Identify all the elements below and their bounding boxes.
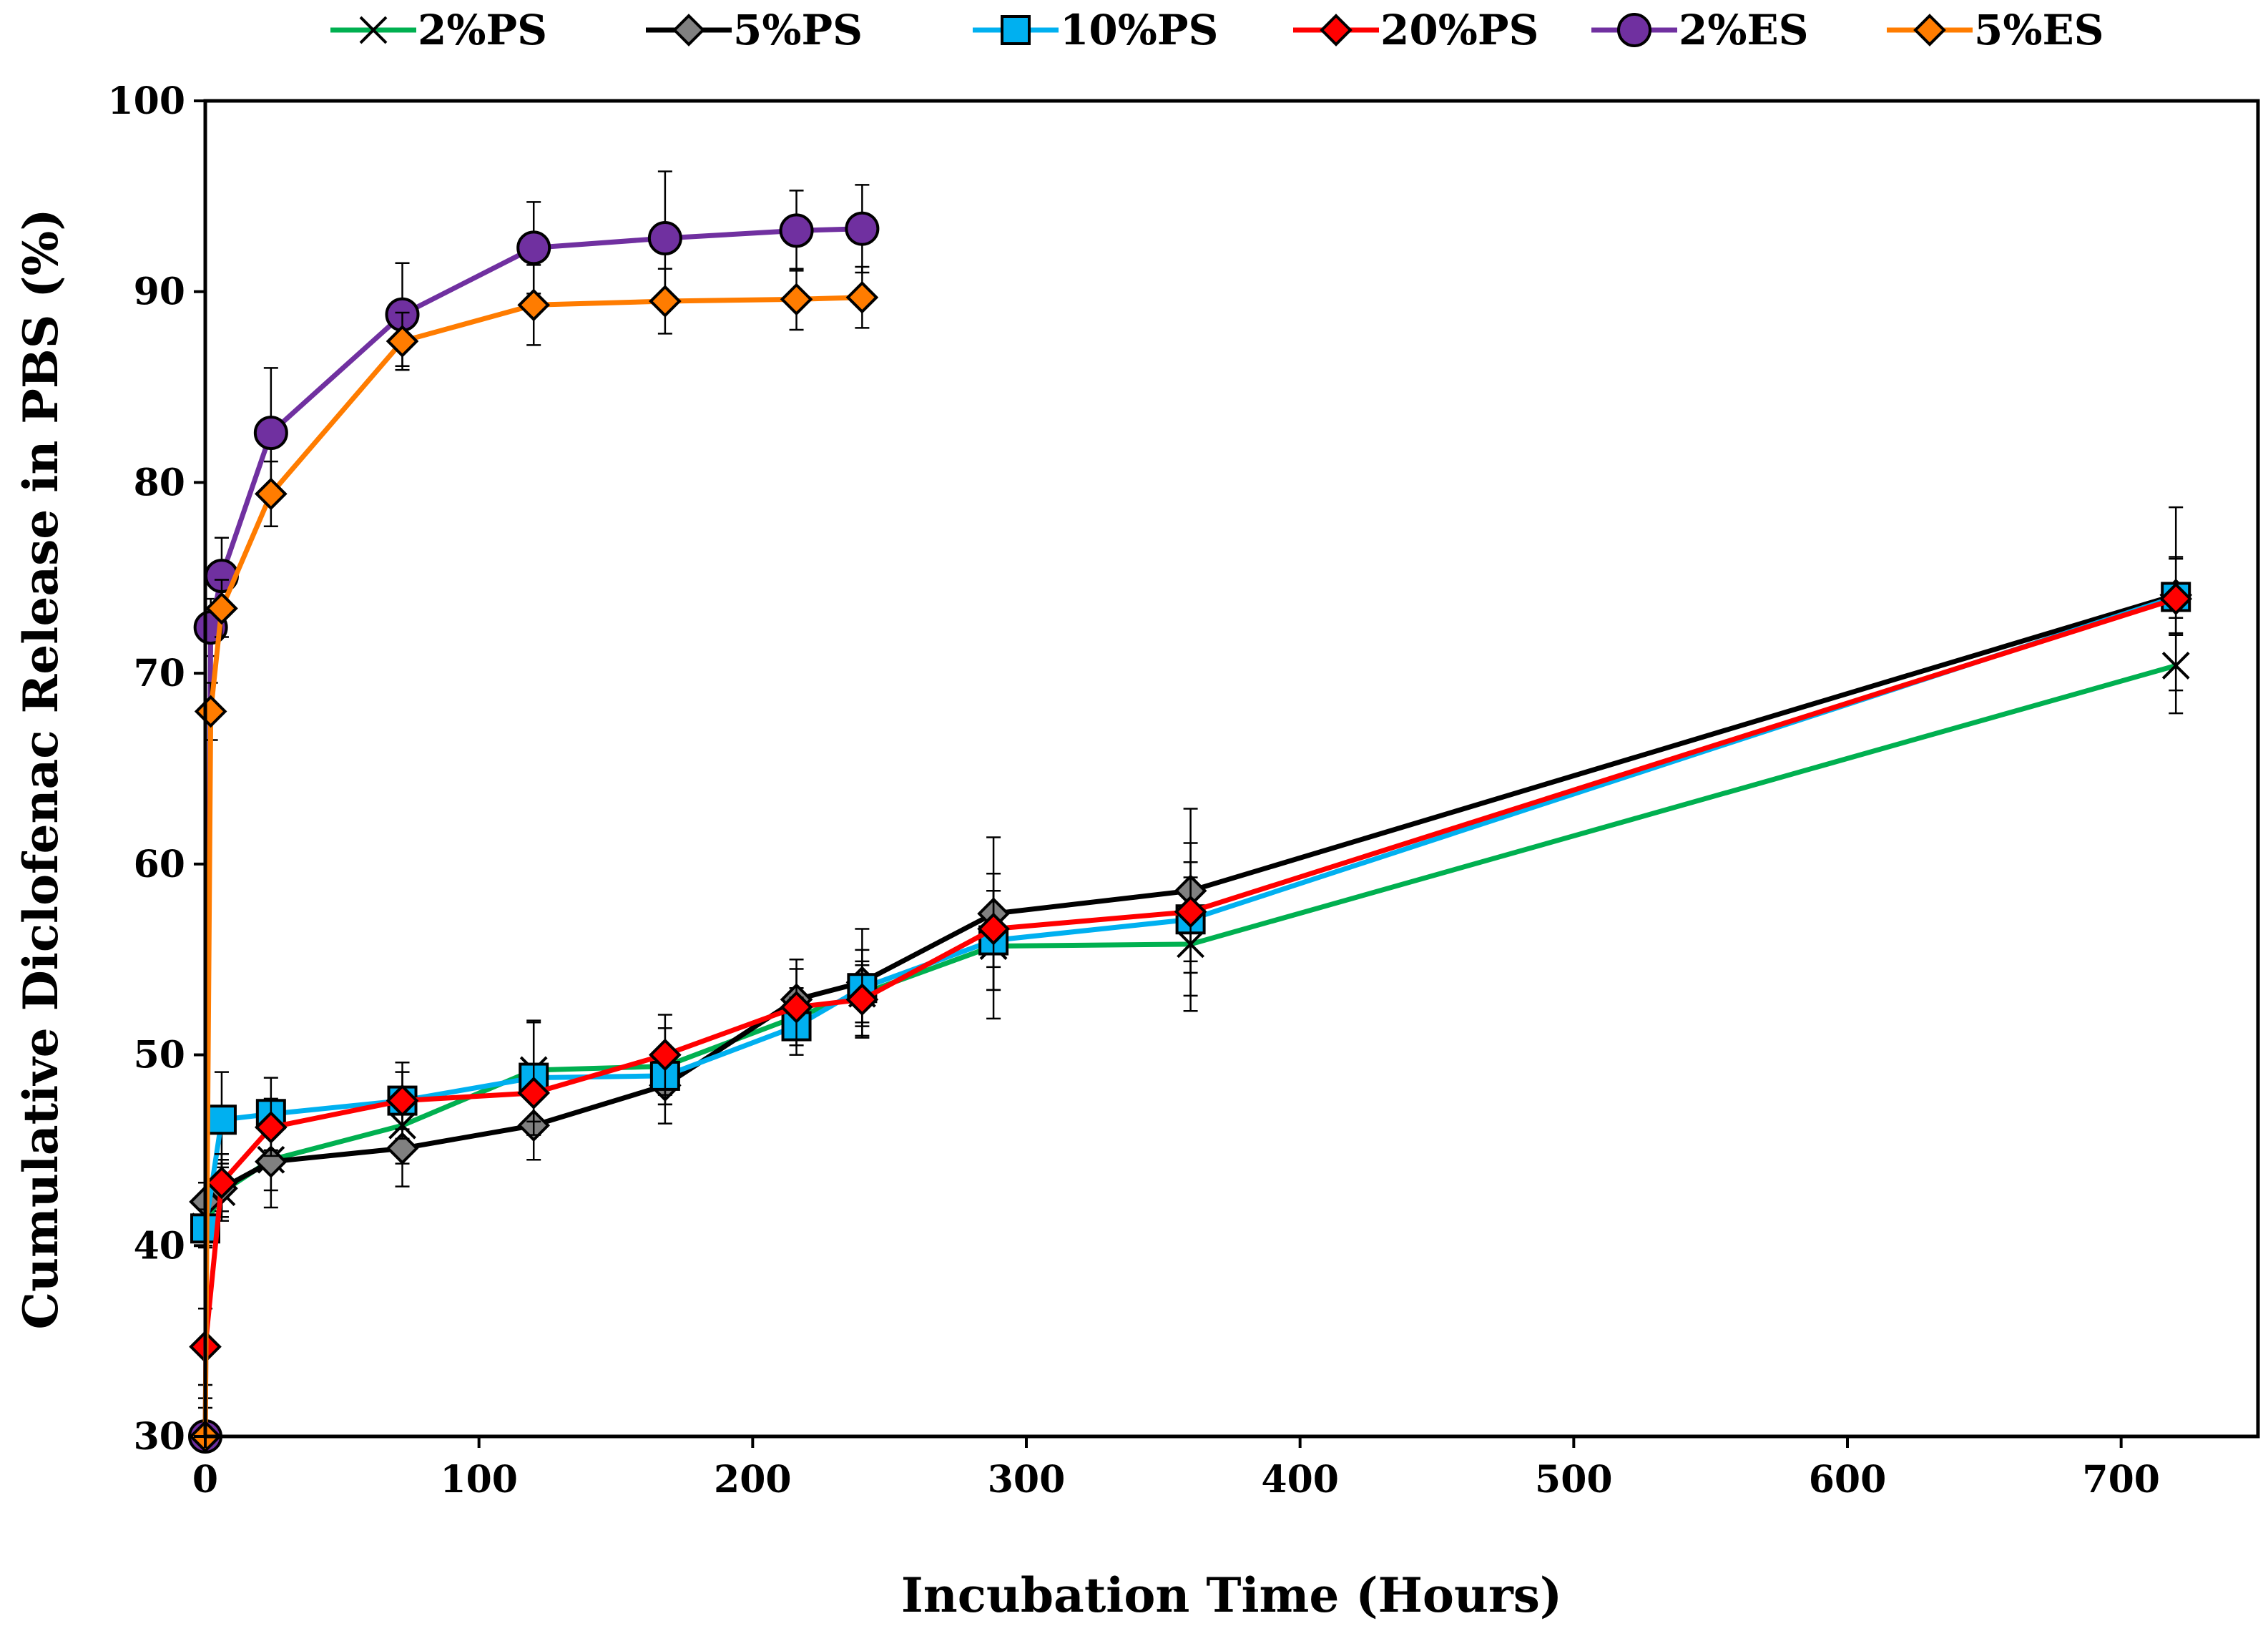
series-line xyxy=(202,226,863,1437)
legend-label: 20%PS xyxy=(1380,6,1538,54)
data-point xyxy=(517,288,551,322)
legend-marker xyxy=(1320,14,1353,46)
x-axis-title: Incubation Time (Hours) xyxy=(901,1567,1562,1623)
data-point xyxy=(845,211,880,246)
data-point xyxy=(649,285,682,318)
y-tick-label: 90 xyxy=(134,270,185,314)
series-2%ES xyxy=(188,170,880,1454)
plot-area xyxy=(188,170,2193,1454)
data-point xyxy=(779,213,814,248)
x-tick-label: 0 xyxy=(192,1458,218,1502)
legend-label: 5%PS xyxy=(733,6,863,54)
legend-marker xyxy=(672,14,705,46)
y-tick-label: 60 xyxy=(134,843,185,886)
data-point xyxy=(516,230,551,265)
x-axis: 0 100 200 300 400 500 600 700 xyxy=(192,1436,2160,1502)
data-point xyxy=(780,283,813,316)
x-tick-label: 500 xyxy=(1535,1458,1613,1502)
legend-label: 2%PS xyxy=(418,6,547,54)
data-point xyxy=(255,1111,288,1144)
x-tick-label: 100 xyxy=(440,1458,518,1502)
y-axis: 30 40 50 60 70 80 90 100 xyxy=(107,79,205,1459)
legend: 2%PS 5%PS 10%PS 20%PS 2%ES 5%ES xyxy=(330,6,2104,54)
data-point xyxy=(1174,895,1207,929)
y-tick-label: 40 xyxy=(134,1224,185,1268)
y-tick-label: 50 xyxy=(134,1034,185,1077)
legend-item-5%PS: 5%PS xyxy=(646,6,863,54)
x-tick-label: 600 xyxy=(1809,1458,1887,1502)
data-point xyxy=(2159,582,2193,615)
data-point xyxy=(206,1105,237,1135)
legend-item-2%ES: 2%ES xyxy=(1591,6,1809,54)
y-tick-label: 80 xyxy=(134,461,185,504)
y-tick-label: 30 xyxy=(134,1415,185,1459)
data-point xyxy=(253,416,288,451)
legend-item-20%PS: 20%PS xyxy=(1293,6,1538,54)
legend-label: 5%ES xyxy=(1974,6,2104,54)
x-tick-label: 200 xyxy=(714,1458,792,1502)
data-point xyxy=(386,1084,419,1117)
series-line xyxy=(202,295,863,1437)
data-point xyxy=(205,1166,238,1200)
data-point xyxy=(255,1145,288,1178)
data-point xyxy=(845,983,879,1017)
data-point xyxy=(386,325,419,358)
data-point xyxy=(194,695,227,728)
legend-label: 10%PS xyxy=(1060,6,1218,54)
legend-marker xyxy=(359,16,388,44)
plot-frame xyxy=(203,99,2260,1439)
data-point xyxy=(517,1077,551,1110)
legend-marker xyxy=(1001,15,1031,45)
y-axis-title: Cumulative Diclofenac Release in PBS (%) xyxy=(13,209,69,1330)
data-point xyxy=(386,1132,419,1165)
data-point xyxy=(647,221,682,256)
legend-label: 2%ES xyxy=(1679,6,1809,54)
x-tick-label: 700 xyxy=(2082,1458,2160,1502)
y-tick-label: 70 xyxy=(134,652,185,695)
legend-marker xyxy=(1617,13,1651,47)
data-point xyxy=(845,280,879,314)
data-point xyxy=(255,477,288,511)
legend-marker xyxy=(1913,14,1946,46)
y-tick-label: 100 xyxy=(107,79,185,123)
series-20%PS xyxy=(189,506,2193,1386)
data-point xyxy=(780,991,813,1024)
legend-item-2%PS: 2%PS xyxy=(330,6,547,54)
data-point xyxy=(977,912,1010,946)
x-tick-label: 300 xyxy=(988,1458,1066,1502)
x-tick-label: 400 xyxy=(1261,1458,1339,1502)
legend-item-5%ES: 5%ES xyxy=(1887,6,2104,54)
data-point xyxy=(649,1038,682,1072)
legend-item-10%PS: 10%PS xyxy=(973,6,1218,54)
data-point xyxy=(205,592,238,625)
series-5%ES xyxy=(189,264,879,1453)
